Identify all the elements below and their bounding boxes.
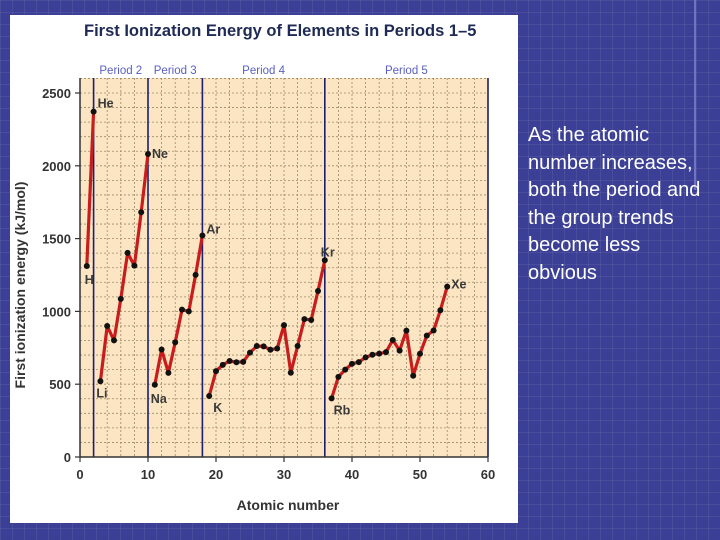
element-label: Rb (334, 403, 351, 417)
data-point (185, 308, 192, 315)
data-point (267, 346, 274, 353)
data-point (349, 360, 355, 367)
data-point (315, 288, 321, 295)
data-point (444, 283, 451, 290)
data-point (355, 359, 362, 366)
data-point (430, 327, 437, 334)
data-point (138, 209, 145, 216)
accent-line (694, 0, 696, 190)
chart-title: First Ionization Energy of Elements in P… (84, 22, 476, 40)
y-tick-label: 2000 (42, 159, 71, 174)
chart-figure: First Ionization Energy of Elements in P… (10, 15, 518, 523)
element-label: Ne (152, 147, 168, 161)
data-point (369, 351, 376, 358)
data-point (328, 395, 335, 402)
data-point (403, 327, 410, 334)
data-point (281, 322, 287, 329)
data-point (226, 358, 233, 365)
data-point (206, 392, 213, 399)
series-line (153, 233, 204, 387)
period-label: Period 5 (385, 65, 428, 77)
data-point (165, 369, 172, 376)
data-point (389, 336, 396, 343)
data-point (111, 337, 117, 344)
data-point (124, 249, 131, 256)
data-point (158, 346, 165, 353)
data-point (117, 295, 124, 302)
element-label: Li (96, 386, 107, 400)
data-point (301, 316, 308, 323)
ionization-energy-chart: First Ionization Energy of Elements in P… (12, 22, 495, 513)
data-point (192, 271, 199, 278)
data-point (233, 359, 240, 366)
x-tick-label: 20 (209, 467, 223, 482)
data-point (410, 372, 417, 379)
y-tick-label: 0 (64, 450, 71, 465)
element-label: H (85, 273, 94, 287)
data-point (179, 306, 185, 313)
x-axis-label: Atomic number (237, 497, 340, 513)
data-point (383, 349, 389, 356)
caption-text: As the atomic number increases, both the… (528, 124, 701, 284)
y-axis-label: First ionization energy (kJ/mol) (12, 182, 28, 389)
y-tick-label: 1000 (42, 304, 71, 319)
data-point (253, 343, 260, 350)
data-point (321, 257, 328, 264)
data-point (240, 358, 247, 365)
y-tick-label: 500 (49, 377, 71, 392)
data-point (90, 108, 97, 115)
element-label: Ar (206, 223, 220, 237)
x-tick-label: 0 (76, 467, 83, 482)
x-tick-label: 40 (345, 467, 359, 482)
period-label: Period 4 (242, 65, 285, 77)
element-label: Kr (321, 245, 335, 259)
data-point (213, 368, 219, 375)
x-tick-label: 50 (413, 467, 427, 482)
period-label: Period 3 (154, 65, 197, 77)
element-label: Xe (451, 278, 466, 292)
element-label: K (213, 401, 222, 415)
period-label: Period 2 (99, 65, 142, 77)
x-tick-label: 30 (277, 467, 291, 482)
data-point (274, 345, 281, 352)
data-point (97, 378, 104, 385)
data-point (287, 369, 294, 376)
data-point (83, 262, 90, 269)
series-line (85, 109, 96, 268)
data-point (417, 350, 423, 357)
data-point (308, 316, 315, 323)
data-point (376, 350, 383, 357)
data-point (172, 339, 179, 346)
y-tick-label: 2500 (42, 86, 71, 101)
data-point (437, 307, 444, 314)
x-tick-label: 60 (481, 467, 495, 482)
data-point (104, 322, 111, 329)
data-point (247, 349, 253, 356)
data-point (145, 151, 151, 158)
data-point (131, 262, 138, 269)
data-point (260, 343, 267, 350)
data-point (362, 354, 369, 361)
data-point (423, 332, 430, 339)
data-point (396, 347, 403, 354)
y-tick-label: 1500 (42, 232, 71, 247)
data-point (199, 232, 206, 239)
element-label: He (98, 97, 114, 111)
data-point (342, 366, 349, 373)
element-label: Na (151, 392, 168, 406)
data-point (151, 381, 158, 388)
data-point (335, 373, 342, 380)
data-point (219, 361, 226, 368)
data-point (294, 343, 301, 350)
x-tick-label: 10 (141, 467, 155, 482)
